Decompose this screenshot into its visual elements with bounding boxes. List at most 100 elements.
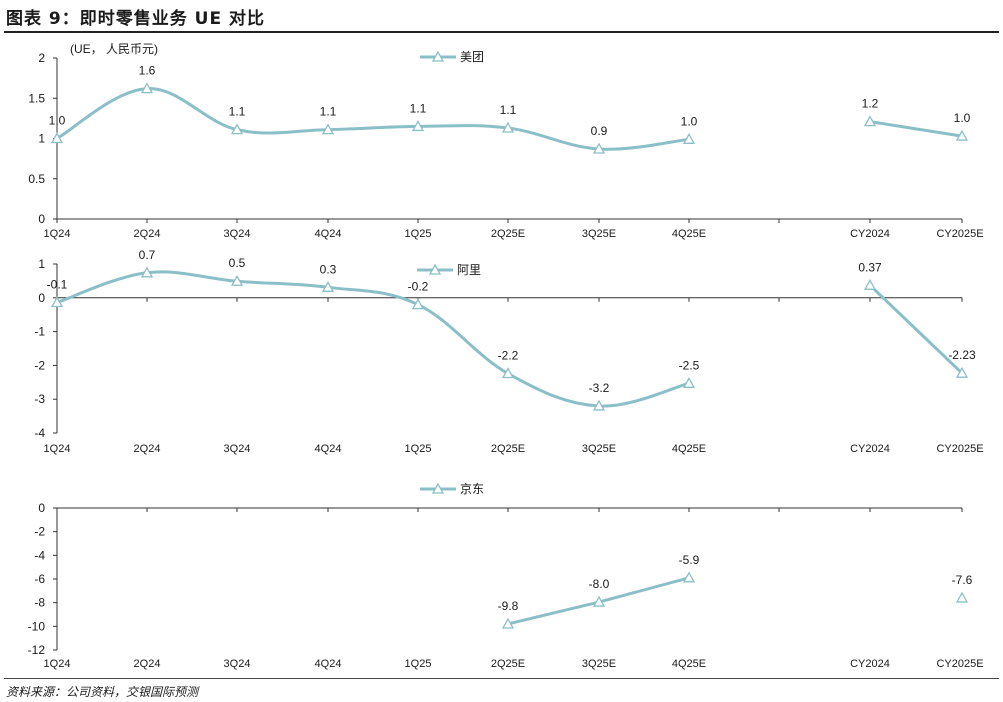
y-tick-label: 0.5 (28, 172, 45, 186)
y-tick-label: -2 (34, 358, 45, 372)
data-point-marker-icon (411, 120, 425, 132)
data-label: -8.0 (589, 577, 610, 591)
data-label: 1.1 (410, 101, 427, 115)
x-tick-label: 2Q24 (134, 658, 161, 670)
y-tick-label: -8 (34, 596, 45, 610)
x-tick-label: CY2025E (936, 658, 983, 670)
x-tick-label: 1Q24 (44, 658, 71, 670)
data-label: 1.2 (862, 97, 879, 111)
data-label: 1.6 (139, 64, 156, 78)
series-line (868, 283, 964, 375)
data-point-marker-icon (592, 142, 606, 154)
data-label: -5.9 (679, 553, 700, 567)
x-tick-label: 4Q24 (315, 443, 342, 455)
x-tick-label: 3Q24 (224, 443, 251, 455)
x-tick-label: 3Q25E (582, 443, 616, 455)
x-tick-label: CY2024 (850, 228, 890, 240)
data-label: 1.0 (49, 114, 66, 128)
x-tick-label: 1Q25 (405, 228, 432, 240)
y-tick-label: 1.5 (28, 91, 45, 105)
data-label: -2.23 (948, 348, 976, 362)
data-point-marker-icon (955, 129, 969, 141)
data-label: -3.2 (589, 381, 610, 395)
y-tick-label: 1 (38, 257, 45, 271)
data-label: 0.5 (229, 256, 246, 270)
data-point-marker-icon (321, 280, 335, 292)
x-tick-label: CY2025E (936, 443, 983, 455)
x-tick-label: 1Q25 (405, 658, 432, 670)
y-tick-label: 1 (38, 132, 45, 146)
data-point-marker-icon (140, 266, 154, 278)
y-tick-label: 0 (38, 501, 45, 515)
chart-panel-3: -12 -10 -8 -6 -4 -2 0 1Q24 2Q24 3Q24 4Q24 1Q25 2Q25E… (28, 482, 984, 670)
data-label: -0.2 (408, 280, 429, 294)
chart-panel-1: 0 0.5 1 1.5 2 1Q24 2Q24 3Q24 4Q24 1Q25 2Q25E 3Q25E 4… (28, 42, 983, 240)
data-point-marker-icon (592, 595, 606, 607)
y-tick-label: 2 (38, 51, 45, 65)
legend-marker-icon (431, 50, 445, 62)
legend-marker-icon (428, 263, 442, 275)
y-tick-label: -1 (34, 325, 45, 339)
data-point-marker-icon (50, 296, 64, 308)
series-line (868, 120, 964, 138)
x-tick-label: CY2025E (936, 228, 983, 240)
legend-label: 阿里 (457, 263, 481, 277)
x-tick-label: 1Q24 (44, 443, 71, 455)
data-point-marker-icon (592, 399, 606, 411)
x-tick-label: 3Q25E (582, 228, 616, 240)
y-tick-label: 0 (38, 291, 45, 305)
y-tick-label: -6 (34, 572, 45, 586)
data-label: -0.1 (47, 278, 68, 292)
series-line (55, 87, 691, 151)
y-tick-label: 0 (38, 212, 45, 226)
series-line (55, 270, 691, 408)
data-label: 1.0 (681, 114, 698, 128)
data-label: 1.0 (954, 111, 971, 125)
legend-label: 美团 (460, 50, 484, 64)
chart-panel-2: -4 -3 -2 -1 0 1 1Q24 2Q24 3Q24 4Q24 1Q25 2Q25E 3Q25E… (34, 248, 983, 455)
footer-divider (4, 678, 999, 679)
x-tick-label: 1Q25 (405, 443, 432, 455)
x-tick-label: 2Q24 (134, 443, 161, 455)
data-label: 0.3 (320, 262, 337, 276)
y-tick-label: -3 (34, 392, 45, 406)
data-label: -7.6 (952, 573, 973, 587)
data-point-marker-icon (682, 376, 696, 388)
x-tick-label: 3Q25E (582, 658, 616, 670)
y-tick-label: -10 (28, 619, 46, 633)
data-point-marker-icon (501, 121, 515, 133)
x-tick-label: 2Q25E (491, 228, 525, 240)
data-point-marker-icon (955, 591, 969, 603)
x-tick-label: 4Q25E (672, 443, 706, 455)
data-point-marker-icon (50, 132, 64, 144)
y-tick-label: -12 (28, 643, 46, 657)
x-tick-label: 1Q24 (44, 228, 71, 240)
x-tick-label: 2Q24 (134, 228, 161, 240)
data-point-marker-icon (140, 82, 154, 94)
x-tick-label: CY2024 (850, 658, 890, 670)
data-label: 0.9 (591, 124, 608, 138)
data-label: 0.7 (139, 248, 156, 262)
y-tick-label: -2 (34, 525, 45, 539)
data-point-marker-icon (501, 617, 515, 629)
title-divider (4, 31, 999, 33)
data-point-marker-icon (230, 274, 244, 286)
x-tick-label: 2Q25E (491, 443, 525, 455)
data-point-marker-icon (230, 123, 244, 135)
data-label: -9.8 (498, 599, 519, 613)
x-tick-label: 4Q25E (672, 228, 706, 240)
unit-label: (UE， 人民币元) (70, 42, 158, 56)
data-point-marker-icon (955, 366, 969, 378)
data-point-marker-icon (501, 367, 515, 379)
source-note: 资料来源：公司资料，交银国际预测 (6, 685, 199, 699)
data-point-marker-icon (682, 571, 696, 583)
x-tick-label: 2Q25E (491, 658, 525, 670)
x-tick-label: 4Q24 (315, 228, 342, 240)
data-label: -2.2 (498, 349, 519, 363)
data-label: -2.5 (679, 358, 700, 372)
data-label: 0.37 (858, 260, 882, 274)
data-point-marker-icon (863, 115, 877, 127)
data-label: 1.1 (500, 103, 517, 117)
data-point-marker-icon (863, 278, 877, 290)
